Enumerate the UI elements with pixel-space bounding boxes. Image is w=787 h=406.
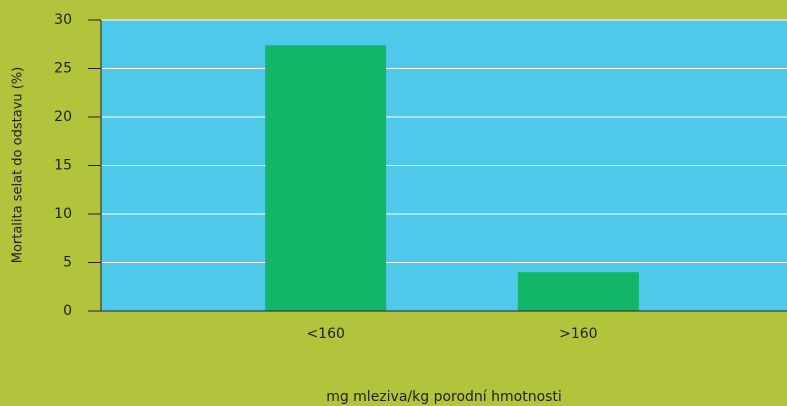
x-tick-label: >160 [559,326,597,342]
y-tick-label: 15 [54,158,72,174]
bar [265,45,387,311]
y-tick-label: 30 [54,12,72,28]
y-tick-label: 10 [54,206,72,222]
bar [517,272,639,311]
y-tick-label: 5 [63,255,72,271]
x-tick-label: <160 [306,326,344,342]
y-axis-label: Mortalita selat do odstavu (%) [11,67,26,264]
x-axis-label: mg mleziva/kg porodní hmotnosti [326,389,562,405]
y-tick-label: 20 [54,109,72,125]
y-tick-label: 25 [54,61,72,77]
y-tick-label: 0 [63,303,72,319]
